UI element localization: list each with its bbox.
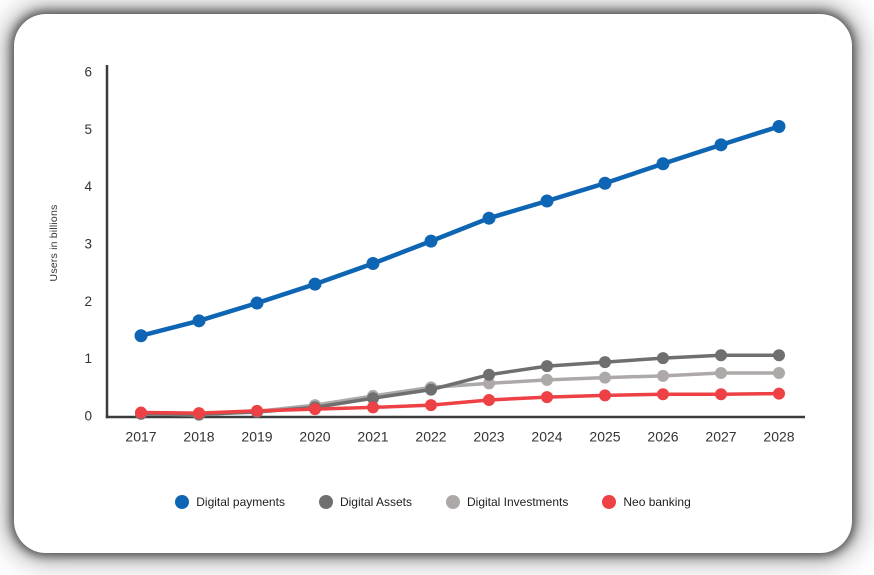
data-point-digital-assets <box>715 349 727 362</box>
x-tick-label: 2021 <box>357 429 388 445</box>
data-point-digital-assets <box>599 356 611 369</box>
x-tick-label: 2025 <box>589 429 620 445</box>
data-point-digital-investments <box>773 367 785 380</box>
x-tick-label: 2019 <box>241 429 272 445</box>
data-point-digital-payments <box>192 314 206 328</box>
data-point-digital-investments <box>599 371 611 384</box>
chart-card: Users in billions 0 1 2 3 4 5 6 2017 2018 2019 202… <box>14 14 852 553</box>
x-tick-label: 2023 <box>473 429 504 445</box>
data-point-digital-assets <box>541 360 553 373</box>
data-point-digital-payments <box>540 194 554 208</box>
data-point-digital-payments <box>308 277 322 291</box>
line-chart: Users in billions 0 1 2 3 4 5 6 2017 2018 2019 202… <box>48 65 805 445</box>
data-point-digital-payments <box>424 234 438 248</box>
y-tick-label: 4 <box>84 179 92 194</box>
data-point-digital-assets <box>425 383 437 396</box>
legend-item-digital-payments: Digital payments <box>175 495 285 509</box>
legend-label-neo-banking: Neo banking <box>623 495 691 509</box>
x-tick-label: 2017 <box>125 429 156 445</box>
data-point-neo-banking <box>541 391 553 404</box>
legend-marker-digital-assets-icon <box>318 495 333 509</box>
data-point-neo-banking <box>425 399 437 412</box>
data-point-digital-payments <box>250 296 264 310</box>
x-tick-label: 2026 <box>647 429 678 445</box>
data-point-digital-assets <box>367 392 379 405</box>
y-tick-label: 1 <box>84 351 92 366</box>
data-point-digital-payments <box>482 211 496 225</box>
data-point-neo-banking <box>309 403 321 416</box>
legend-item-digital-assets: Digital Assets <box>318 495 412 509</box>
chart-legend: Digital payments Digital Assets Digital … <box>14 495 852 509</box>
data-point-digital-payments <box>772 119 786 133</box>
x-tick-label: 2028 <box>763 429 794 445</box>
y-tick-label: 3 <box>84 237 92 252</box>
series-line-digital-payments <box>138 124 782 338</box>
data-point-neo-banking <box>715 388 727 401</box>
data-point-digital-investments <box>715 367 727 380</box>
x-tick-label: 2024 <box>531 429 562 445</box>
data-point-neo-banking <box>657 388 669 401</box>
data-point-digital-investments <box>541 373 553 386</box>
data-point-digital-investments <box>657 369 669 382</box>
data-point-digital-payments <box>134 329 148 343</box>
data-point-neo-banking <box>367 401 379 414</box>
data-point-neo-banking <box>773 387 785 400</box>
data-point-neo-banking <box>251 404 263 417</box>
data-point-digital-assets <box>483 368 495 381</box>
data-point-digital-payments <box>366 257 380 271</box>
data-point-neo-banking <box>599 389 611 402</box>
data-point-digital-payments <box>598 176 612 190</box>
legend-marker-digital-investments-icon <box>445 495 460 509</box>
x-tick-label: 2020 <box>299 429 330 445</box>
y-tick-label: 6 <box>84 65 92 80</box>
legend-item-digital-investments: Digital Investments <box>445 495 569 509</box>
data-point-neo-banking <box>193 407 205 420</box>
y-tick-label: 0 <box>84 409 92 424</box>
y-tick-label: 2 <box>84 294 92 309</box>
y-axis-title: Users in billions <box>48 205 60 282</box>
data-point-digital-payments <box>714 138 728 152</box>
legend-marker-digital-payments-icon <box>175 495 190 509</box>
series-line-neo-banking <box>139 391 781 415</box>
data-point-digital-assets <box>773 349 785 362</box>
legend-label-digital-investments: Digital Investments <box>466 495 569 509</box>
data-point-digital-payments <box>656 157 670 171</box>
legend-label-digital-assets: Digital Assets <box>339 495 412 509</box>
data-point-neo-banking <box>483 393 495 406</box>
y-tick-label: 5 <box>84 122 92 137</box>
legend-label-digital-payments: Digital payments <box>196 495 285 509</box>
legend-marker-neo-banking-icon <box>602 495 617 509</box>
x-tick-label: 2027 <box>705 429 736 445</box>
data-point-digital-investments <box>483 377 495 390</box>
data-point-digital-assets <box>657 352 669 365</box>
x-tick-label: 2022 <box>415 429 446 445</box>
data-point-neo-banking <box>135 406 147 419</box>
legend-item-neo-banking: Neo banking <box>602 495 691 509</box>
x-tick-label: 2018 <box>183 429 214 445</box>
